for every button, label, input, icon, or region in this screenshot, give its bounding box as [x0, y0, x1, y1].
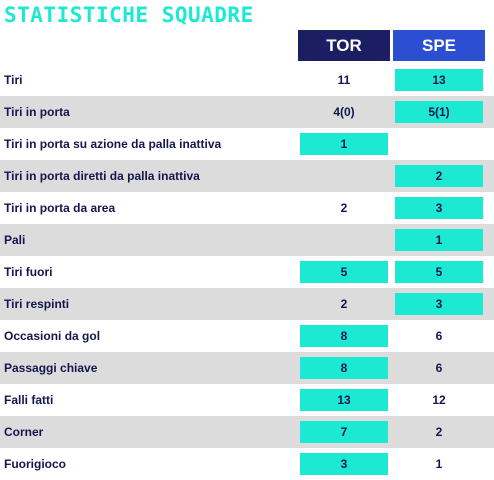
stat-row: Tiri 11 13 [0, 64, 494, 96]
stat-label: Occasioni da gol [4, 329, 101, 343]
stat-label: Fuorigioco [4, 457, 66, 471]
stat-row: Tiri fuori 5 5 [0, 256, 494, 288]
highlight-box: 1 [300, 133, 388, 155]
team-header-away: SPE [393, 30, 485, 61]
stat-value-home: 7 [298, 416, 390, 448]
page-title: STATISTICHE SQUADRE [4, 3, 254, 27]
stat-value-text: 13 [432, 73, 446, 87]
stat-value-away [393, 128, 485, 160]
stat-value-away: 12 [393, 384, 485, 416]
stat-row: Tiri respinti 2 3 [0, 288, 494, 320]
stat-value-home: 1 [298, 128, 390, 160]
stat-value-text: 7 [340, 425, 348, 439]
stat-value-home: 13 [298, 384, 390, 416]
stat-value-text: 5 [435, 265, 443, 279]
stat-value-home [298, 224, 390, 256]
highlight-box: 13 [300, 389, 388, 411]
stat-row: Tiri in porta 4(0) 5(1) [0, 96, 494, 128]
stat-value-away: 1 [393, 448, 485, 480]
stat-value-home: 3 [298, 448, 390, 480]
stat-value-away: 13 [393, 64, 485, 96]
stat-value-away: 3 [393, 288, 485, 320]
stat-value-away: 5(1) [393, 96, 485, 128]
stat-value-text: 2 [435, 169, 443, 183]
highlight-box: 7 [300, 421, 388, 443]
stat-value-text: 2 [340, 201, 348, 215]
stat-value-text: 3 [435, 201, 443, 215]
highlight-box: 1 [395, 229, 483, 251]
stat-value-text: 4(0) [333, 105, 355, 119]
highlight-box: 5 [395, 261, 483, 283]
team-header-home: TOR [298, 30, 390, 61]
stat-row: Tiri in porta da area 2 3 [0, 192, 494, 224]
stat-value-home: 4(0) [298, 96, 390, 128]
stat-value-away: 6 [393, 352, 485, 384]
stat-value-text: 6 [435, 329, 443, 343]
stat-value-text: 1 [340, 137, 348, 151]
stat-value-home: 5 [298, 256, 390, 288]
highlight-box: 5 [300, 261, 388, 283]
stat-value-text: 13 [337, 393, 351, 407]
stat-row: Tiri in porta su azione da palla inattiv… [0, 128, 494, 160]
stat-row: Corner 7 2 [0, 416, 494, 448]
stat-value-text: 5(1) [428, 105, 450, 119]
stats-table: Tiri 11 13 Tiri in porta 4(0) 5(1) Tiri in por… [0, 64, 494, 480]
stat-label: Tiri respinti [4, 297, 70, 311]
stat-value-away: 5 [393, 256, 485, 288]
stat-label: Tiri in porta diretti da palla inattiva [4, 169, 200, 183]
stat-value-away: 2 [393, 160, 485, 192]
highlight-box: 5(1) [395, 101, 483, 123]
stat-value-text: 12 [432, 393, 446, 407]
stat-row: Tiri in porta diretti da palla inattiva 2 [0, 160, 494, 192]
highlight-box: 3 [395, 293, 483, 315]
stat-value-text: 11 [337, 73, 351, 87]
stat-value-text: 2 [340, 297, 348, 311]
highlight-box: 8 [300, 357, 388, 379]
stat-value-text: 1 [435, 233, 443, 247]
stat-value-text: 8 [340, 361, 348, 375]
stat-row: Occasioni da gol 8 6 [0, 320, 494, 352]
stat-label: Tiri [4, 73, 23, 87]
stat-value-away: 1 [393, 224, 485, 256]
stat-value-home: 11 [298, 64, 390, 96]
stat-row: Passaggi chiave 8 6 [0, 352, 494, 384]
stat-label: Tiri in porta da area [4, 201, 116, 215]
stat-value-text: 2 [435, 425, 443, 439]
highlight-box: 3 [395, 197, 483, 219]
stat-value-text: 5 [340, 265, 348, 279]
highlight-box: 13 [395, 69, 483, 91]
stat-value-text: 6 [435, 361, 443, 375]
stat-label: Falli fatti [4, 393, 54, 407]
stat-value-home: 2 [298, 192, 390, 224]
stat-label: Pali [4, 233, 26, 247]
highlight-box: 2 [395, 165, 483, 187]
stat-row: Fuorigioco 3 1 [0, 448, 494, 480]
stat-label: Tiri fuori [4, 265, 53, 279]
stat-value-text: 3 [340, 457, 348, 471]
stat-value-text: 8 [340, 329, 348, 343]
stat-row: Falli fatti 13 12 [0, 384, 494, 416]
stat-label: Tiri in porta su azione da palla inattiv… [4, 137, 222, 151]
stat-value-home: 8 [298, 320, 390, 352]
stat-value-away: 2 [393, 416, 485, 448]
stat-row: Pali 1 [0, 224, 494, 256]
highlight-box: 8 [300, 325, 388, 347]
stat-label: Tiri in porta [4, 105, 70, 119]
highlight-box: 3 [300, 453, 388, 475]
stat-value-text: 1 [435, 457, 443, 471]
stat-value-away: 6 [393, 320, 485, 352]
stat-value-home [298, 160, 390, 192]
stat-label: Passaggi chiave [4, 361, 98, 375]
stat-label: Corner [4, 425, 44, 439]
stat-value-home: 8 [298, 352, 390, 384]
stat-value-text: 3 [435, 297, 443, 311]
stat-value-away: 3 [393, 192, 485, 224]
stat-value-home: 2 [298, 288, 390, 320]
